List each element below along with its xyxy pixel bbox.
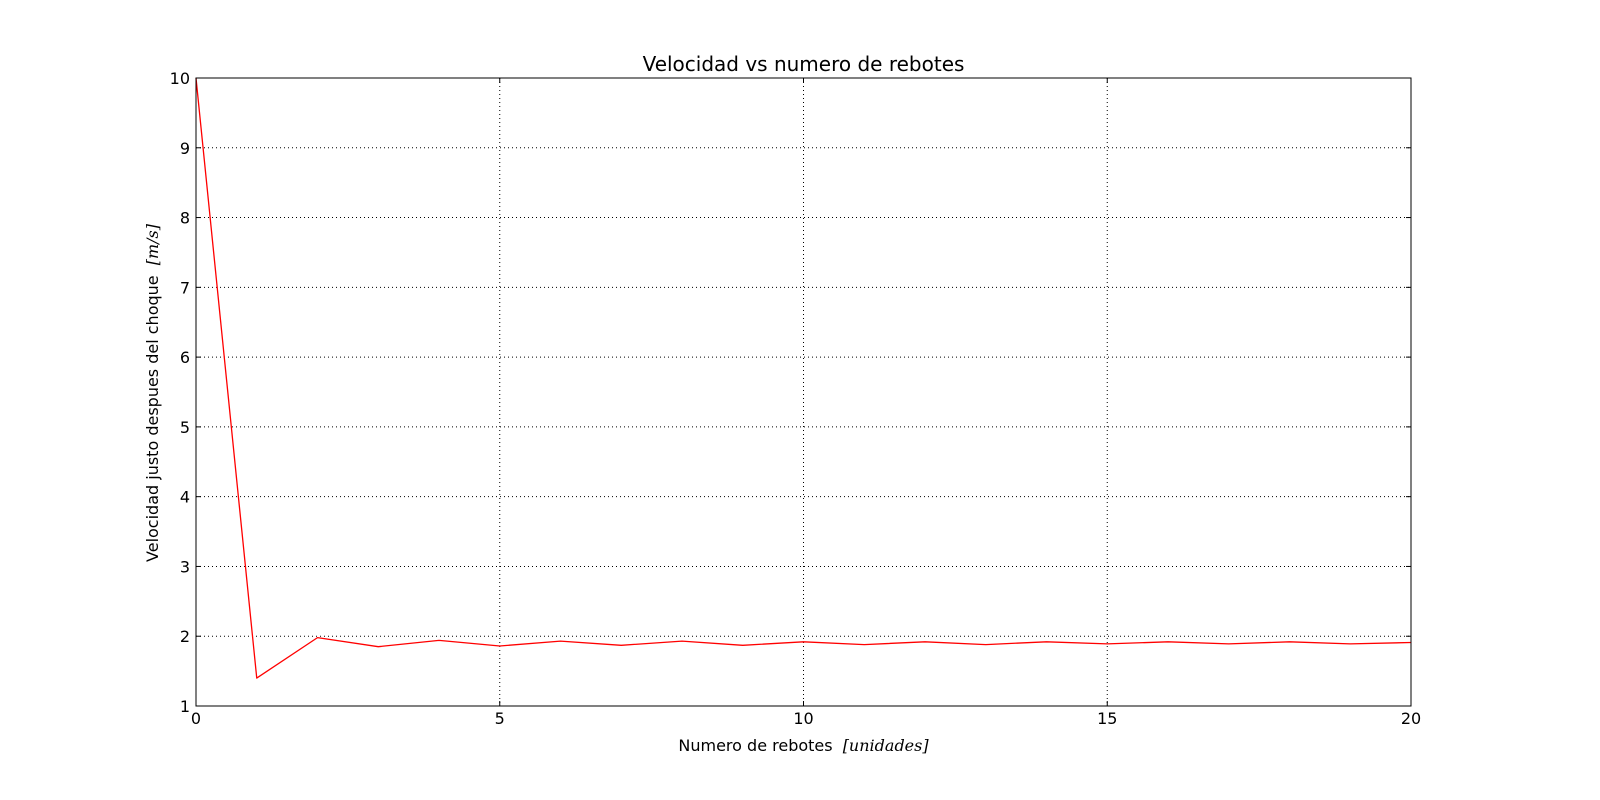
y-tick-label: 8	[180, 209, 190, 228]
y-tick-label: 7	[180, 278, 190, 297]
series-layer	[195, 77, 1412, 679]
y-axis-label-text: Velocidad justo despues del choque	[143, 275, 162, 562]
x-tick-label: 10	[793, 709, 813, 728]
y-tick-label: 6	[180, 348, 190, 367]
x-tick-label: 20	[1401, 709, 1421, 728]
y-tick-label: 9	[180, 139, 190, 158]
y-tick-label: 2	[180, 627, 190, 646]
y-tick-label: 1	[180, 697, 190, 716]
chart-title: Velocidad vs numero de rebotes	[643, 52, 965, 76]
plot-frame	[195, 77, 1412, 707]
axis-ticks: 0 5 10 15 20 1 2 3 4 5 6 7 8 9 10	[170, 69, 1422, 728]
x-tick-label: 5	[495, 709, 505, 728]
x-tick-label: 15	[1097, 709, 1117, 728]
y-tick-label: 3	[180, 557, 190, 576]
x-axis-unit: [unidades]	[843, 736, 930, 755]
series-line	[195, 77, 1412, 679]
y-axis-label: Velocidad justo despues del choque [m/s]	[143, 223, 162, 562]
grid-lines	[195, 77, 1412, 707]
x-axis-label-text: Numero de rebotes	[678, 736, 832, 755]
y-axis-unit: [m/s]	[143, 223, 162, 265]
x-tick-label: 0	[191, 709, 201, 728]
y-tick-label: 4	[180, 488, 190, 507]
y-tick-label: 10	[170, 69, 190, 88]
x-axis-label: Numero de rebotes [unidades]	[678, 736, 929, 755]
y-tick-label: 5	[180, 418, 190, 437]
